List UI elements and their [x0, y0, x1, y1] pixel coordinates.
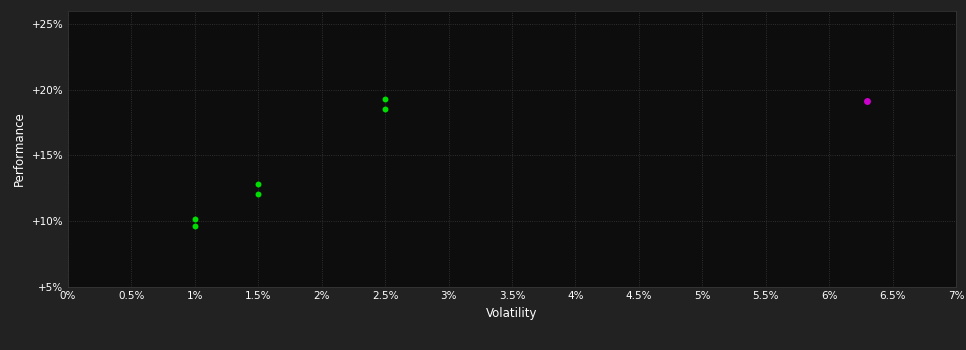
Point	[860, 99, 875, 104]
Point	[250, 191, 266, 196]
Point	[250, 182, 266, 187]
Point	[378, 96, 393, 101]
Point	[186, 224, 202, 229]
X-axis label: Volatility: Volatility	[486, 307, 538, 320]
Point	[186, 216, 202, 221]
Point	[378, 106, 393, 112]
Y-axis label: Performance: Performance	[14, 111, 26, 186]
